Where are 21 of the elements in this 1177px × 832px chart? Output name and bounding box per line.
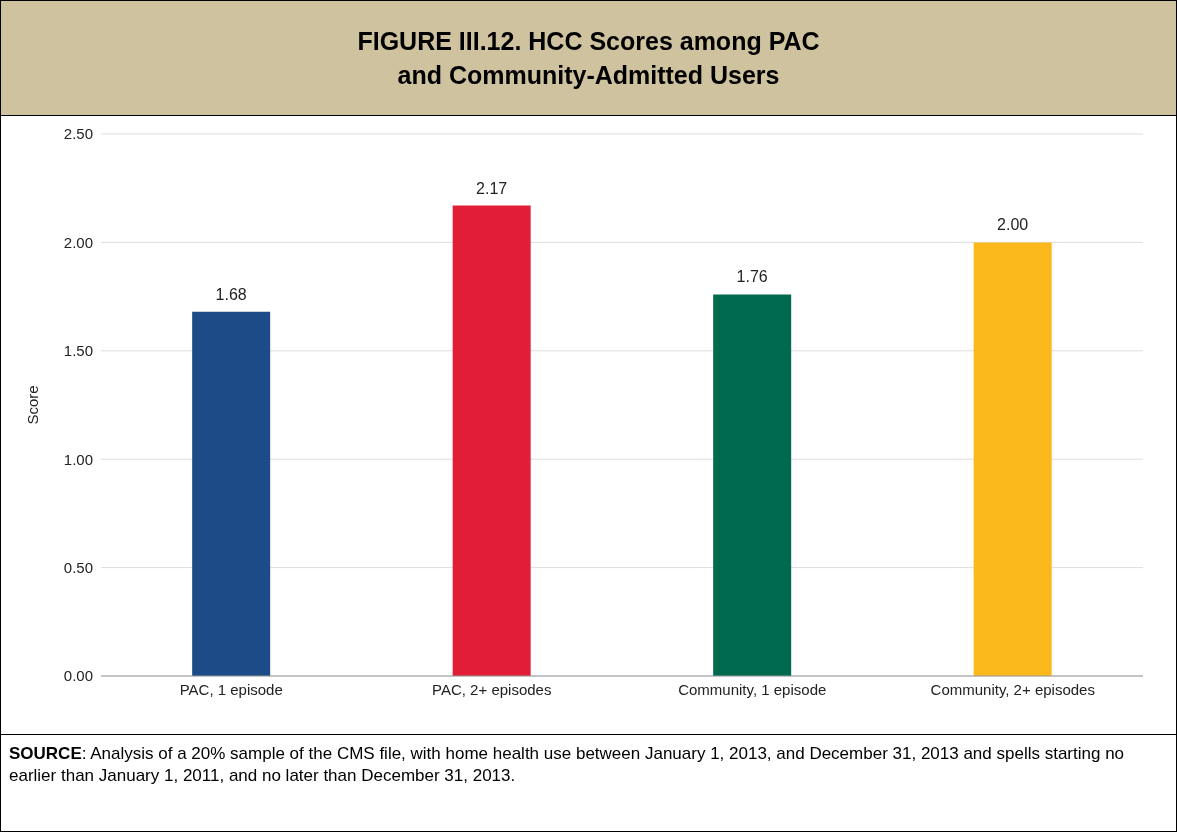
data-label: 2.00: [997, 216, 1029, 234]
y-tick-label: 2.50: [63, 125, 93, 143]
y-tick-label: 0.50: [63, 558, 93, 576]
x-tick-label: PAC, 1 episode: [179, 680, 283, 698]
bar: [192, 311, 271, 676]
data-label: 1.68: [215, 285, 247, 303]
x-tick-label: Community, 1 episode: [678, 680, 827, 698]
chart-title: FIGURE III.12. HCC Scores among PAC and Community-Admitted Users: [357, 26, 820, 91]
bar: [452, 205, 531, 676]
data-label: 2.17: [476, 179, 508, 197]
y-axis-title: Score: [24, 385, 42, 425]
source-note: SOURCE: Analysis of a 20% sample of the CMS file, with home health use between January 1, 2013, and December 31, 2013 and spells starting no earlier than January 1, 2011, and no later than December 31, 2013.: [9, 744, 1125, 785]
bar: [973, 242, 1052, 676]
y-tick-label: 1.50: [63, 342, 93, 360]
bar: [713, 294, 792, 676]
y-tick-label: 2.00: [63, 233, 93, 251]
x-tick-label: Community, 2+ episodes: [930, 680, 1095, 698]
y-tick-label: 1.00: [63, 450, 93, 468]
data-label: 1.76: [736, 268, 768, 286]
y-tick-label: 0.00: [63, 667, 93, 685]
x-tick-label: PAC, 2+ episodes: [432, 680, 552, 698]
